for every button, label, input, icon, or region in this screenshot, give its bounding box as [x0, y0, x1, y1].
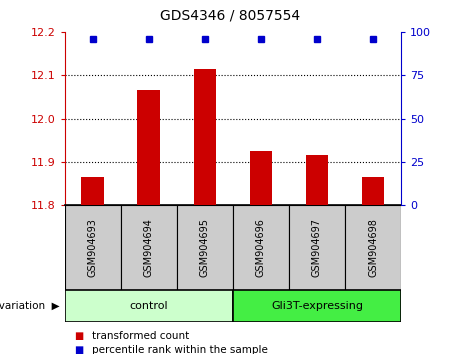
Bar	[250, 151, 272, 205]
Bar	[362, 177, 384, 205]
Text: GSM904698: GSM904698	[368, 218, 378, 277]
Text: GSM904697: GSM904697	[312, 218, 322, 277]
Bar	[233, 205, 289, 290]
Bar	[137, 90, 160, 205]
Text: percentile rank within the sample: percentile rank within the sample	[92, 345, 268, 354]
Bar	[345, 205, 401, 290]
Text: Gli3T-expressing: Gli3T-expressing	[271, 301, 363, 311]
Text: GSM904695: GSM904695	[200, 218, 210, 277]
Text: control: control	[130, 301, 168, 311]
Text: ■: ■	[74, 345, 83, 354]
Text: genotype/variation  ▶: genotype/variation ▶	[0, 301, 60, 311]
Text: transformed count: transformed count	[92, 331, 189, 341]
Bar	[65, 205, 121, 290]
Bar	[177, 205, 233, 290]
Text: GDS4346 / 8057554: GDS4346 / 8057554	[160, 9, 301, 23]
Text: GSM904694: GSM904694	[144, 218, 154, 277]
Bar	[233, 290, 401, 322]
Text: ■: ■	[74, 331, 83, 341]
Bar	[194, 69, 216, 205]
Text: GSM904696: GSM904696	[256, 218, 266, 277]
Bar	[65, 290, 233, 322]
Bar	[306, 155, 328, 205]
Text: GSM904693: GSM904693	[88, 218, 98, 277]
Bar	[82, 177, 104, 205]
Bar	[289, 205, 345, 290]
Bar	[121, 205, 177, 290]
